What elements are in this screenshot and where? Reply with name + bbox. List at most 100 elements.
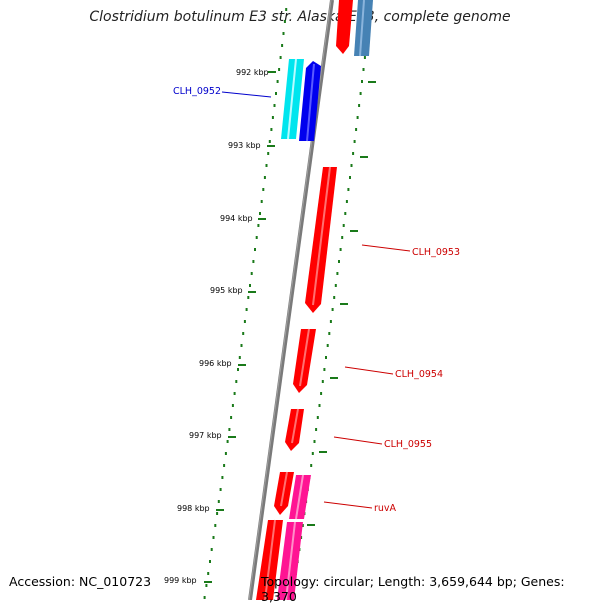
guide-dot: [255, 236, 258, 239]
guide-dot: [270, 128, 273, 131]
guide-dot: [313, 440, 316, 443]
guide-dot: [355, 128, 358, 131]
guide-dot: [271, 116, 274, 119]
guide-dot: [257, 224, 260, 227]
gene-cyan-highlight: [287, 58, 297, 140]
guide-dot: [345, 200, 348, 203]
gene-label-ruva[interactable]: ruvA: [374, 503, 397, 514]
guide-dot: [237, 368, 239, 371]
guide-dot: [336, 272, 339, 275]
guide-dot: [278, 68, 281, 71]
guide-dot: [279, 56, 282, 59]
guide-dot: [233, 392, 236, 395]
guide-dot: [263, 176, 266, 179]
guide-dot: [212, 536, 215, 539]
guide-dot: [221, 476, 224, 479]
guide-dot: [223, 464, 226, 467]
guide-dot: [260, 200, 263, 203]
guide-dot: [265, 164, 268, 167]
gene-label-clh0955[interactable]: CLH_0955: [384, 439, 432, 450]
guide-dot: [238, 356, 241, 359]
kbp-ticks: 992 kbp 993 kbp 994 kbp 995 kbp 996 kbp …: [164, 68, 376, 585]
guide-dot: [358, 104, 361, 107]
guide-dot: [320, 392, 323, 395]
connector-clh0954: [344, 366, 394, 375]
guide-dot: [301, 524, 304, 527]
gene-red-highlight: [299, 328, 310, 387]
guide-dot: [362, 68, 365, 71]
guide-dot: [209, 560, 211, 563]
guide-dot: [205, 584, 208, 587]
gene-features: [256, 0, 373, 600]
guide-dot: [342, 224, 345, 227]
connector-ruva: [323, 501, 373, 509]
guide-dot: [321, 380, 324, 383]
guide-dot: [282, 32, 285, 35]
guide-dot: [285, 8, 288, 11]
guide-dot: [333, 296, 336, 299]
gene-red-highlight: [264, 519, 276, 600]
guide-dot: [328, 332, 331, 335]
guide-dot: [275, 92, 277, 95]
gene-steel-top[interactable]: [354, 0, 373, 56]
guide-dot: [210, 548, 213, 551]
guide-dot: [226, 440, 229, 443]
gene-label-clh0954[interactable]: CLH_0954: [395, 369, 443, 380]
guide-dot: [353, 140, 356, 143]
guide-dot: [334, 284, 337, 287]
map-title: Clostridium botulinum E3 str. Alaska E43…: [89, 9, 511, 25]
guide-dot: [219, 488, 222, 491]
guide-dot: [214, 524, 217, 527]
guide-dot: [262, 188, 265, 191]
guide-dot: [361, 80, 363, 83]
guide-dot: [242, 332, 245, 335]
guide-dot: [344, 212, 347, 215]
guide-dot: [240, 344, 243, 347]
gene-pink-highlight: [285, 521, 296, 600]
guide-dot: [339, 248, 342, 251]
tick-label: 993 kbp: [228, 141, 261, 150]
guide-dot: [247, 296, 250, 299]
tick-label: 999 kbp: [164, 576, 197, 585]
guide-dot: [326, 344, 329, 347]
guide-dot: [338, 260, 340, 263]
gene-blue-highlight: [306, 63, 315, 142]
gene-label-clh0953[interactable]: CLH_0953: [412, 247, 460, 258]
guide-dot: [207, 572, 210, 575]
tick-label: 995 kbp: [210, 286, 243, 295]
connector-clh0953: [361, 244, 411, 252]
gene-red-highlight: [312, 166, 331, 306]
label-connectors: [221, 91, 411, 509]
guide-dot: [329, 320, 332, 323]
guide-dot: [243, 320, 246, 323]
guide-dot: [311, 452, 314, 455]
guide-dot: [310, 464, 313, 467]
dotted-guides: [203, 8, 372, 599]
guide-dot: [350, 164, 353, 167]
gene-steel-highlight: [359, 0, 365, 57]
guide-dot: [359, 92, 362, 95]
gene-pink-highlight: [295, 474, 304, 520]
guide-dot: [283, 20, 286, 23]
gene-red-highlight: [291, 408, 299, 444]
guide-dot: [318, 404, 321, 407]
guide-dot: [235, 380, 238, 383]
guide-dot: [356, 116, 359, 119]
accession-text: Accession: NC_010723: [9, 574, 152, 589]
guide-dot: [281, 44, 284, 47]
connector-clh0952: [221, 91, 272, 98]
guide-dot: [316, 416, 319, 419]
gene-label-clh0952[interactable]: CLH_0952: [173, 86, 221, 97]
guide-dot: [325, 356, 327, 359]
tick-label: 997 kbp: [189, 431, 222, 440]
guide-dot: [273, 104, 276, 107]
guide-dot: [352, 152, 355, 155]
guide-dot: [267, 152, 270, 155]
guide-dot: [252, 260, 255, 263]
guide-dot: [259, 212, 261, 215]
guide-dot: [341, 236, 344, 239]
guide-dot: [245, 308, 248, 311]
gene-red-top[interactable]: [336, 0, 353, 54]
guide-dot: [249, 284, 251, 287]
